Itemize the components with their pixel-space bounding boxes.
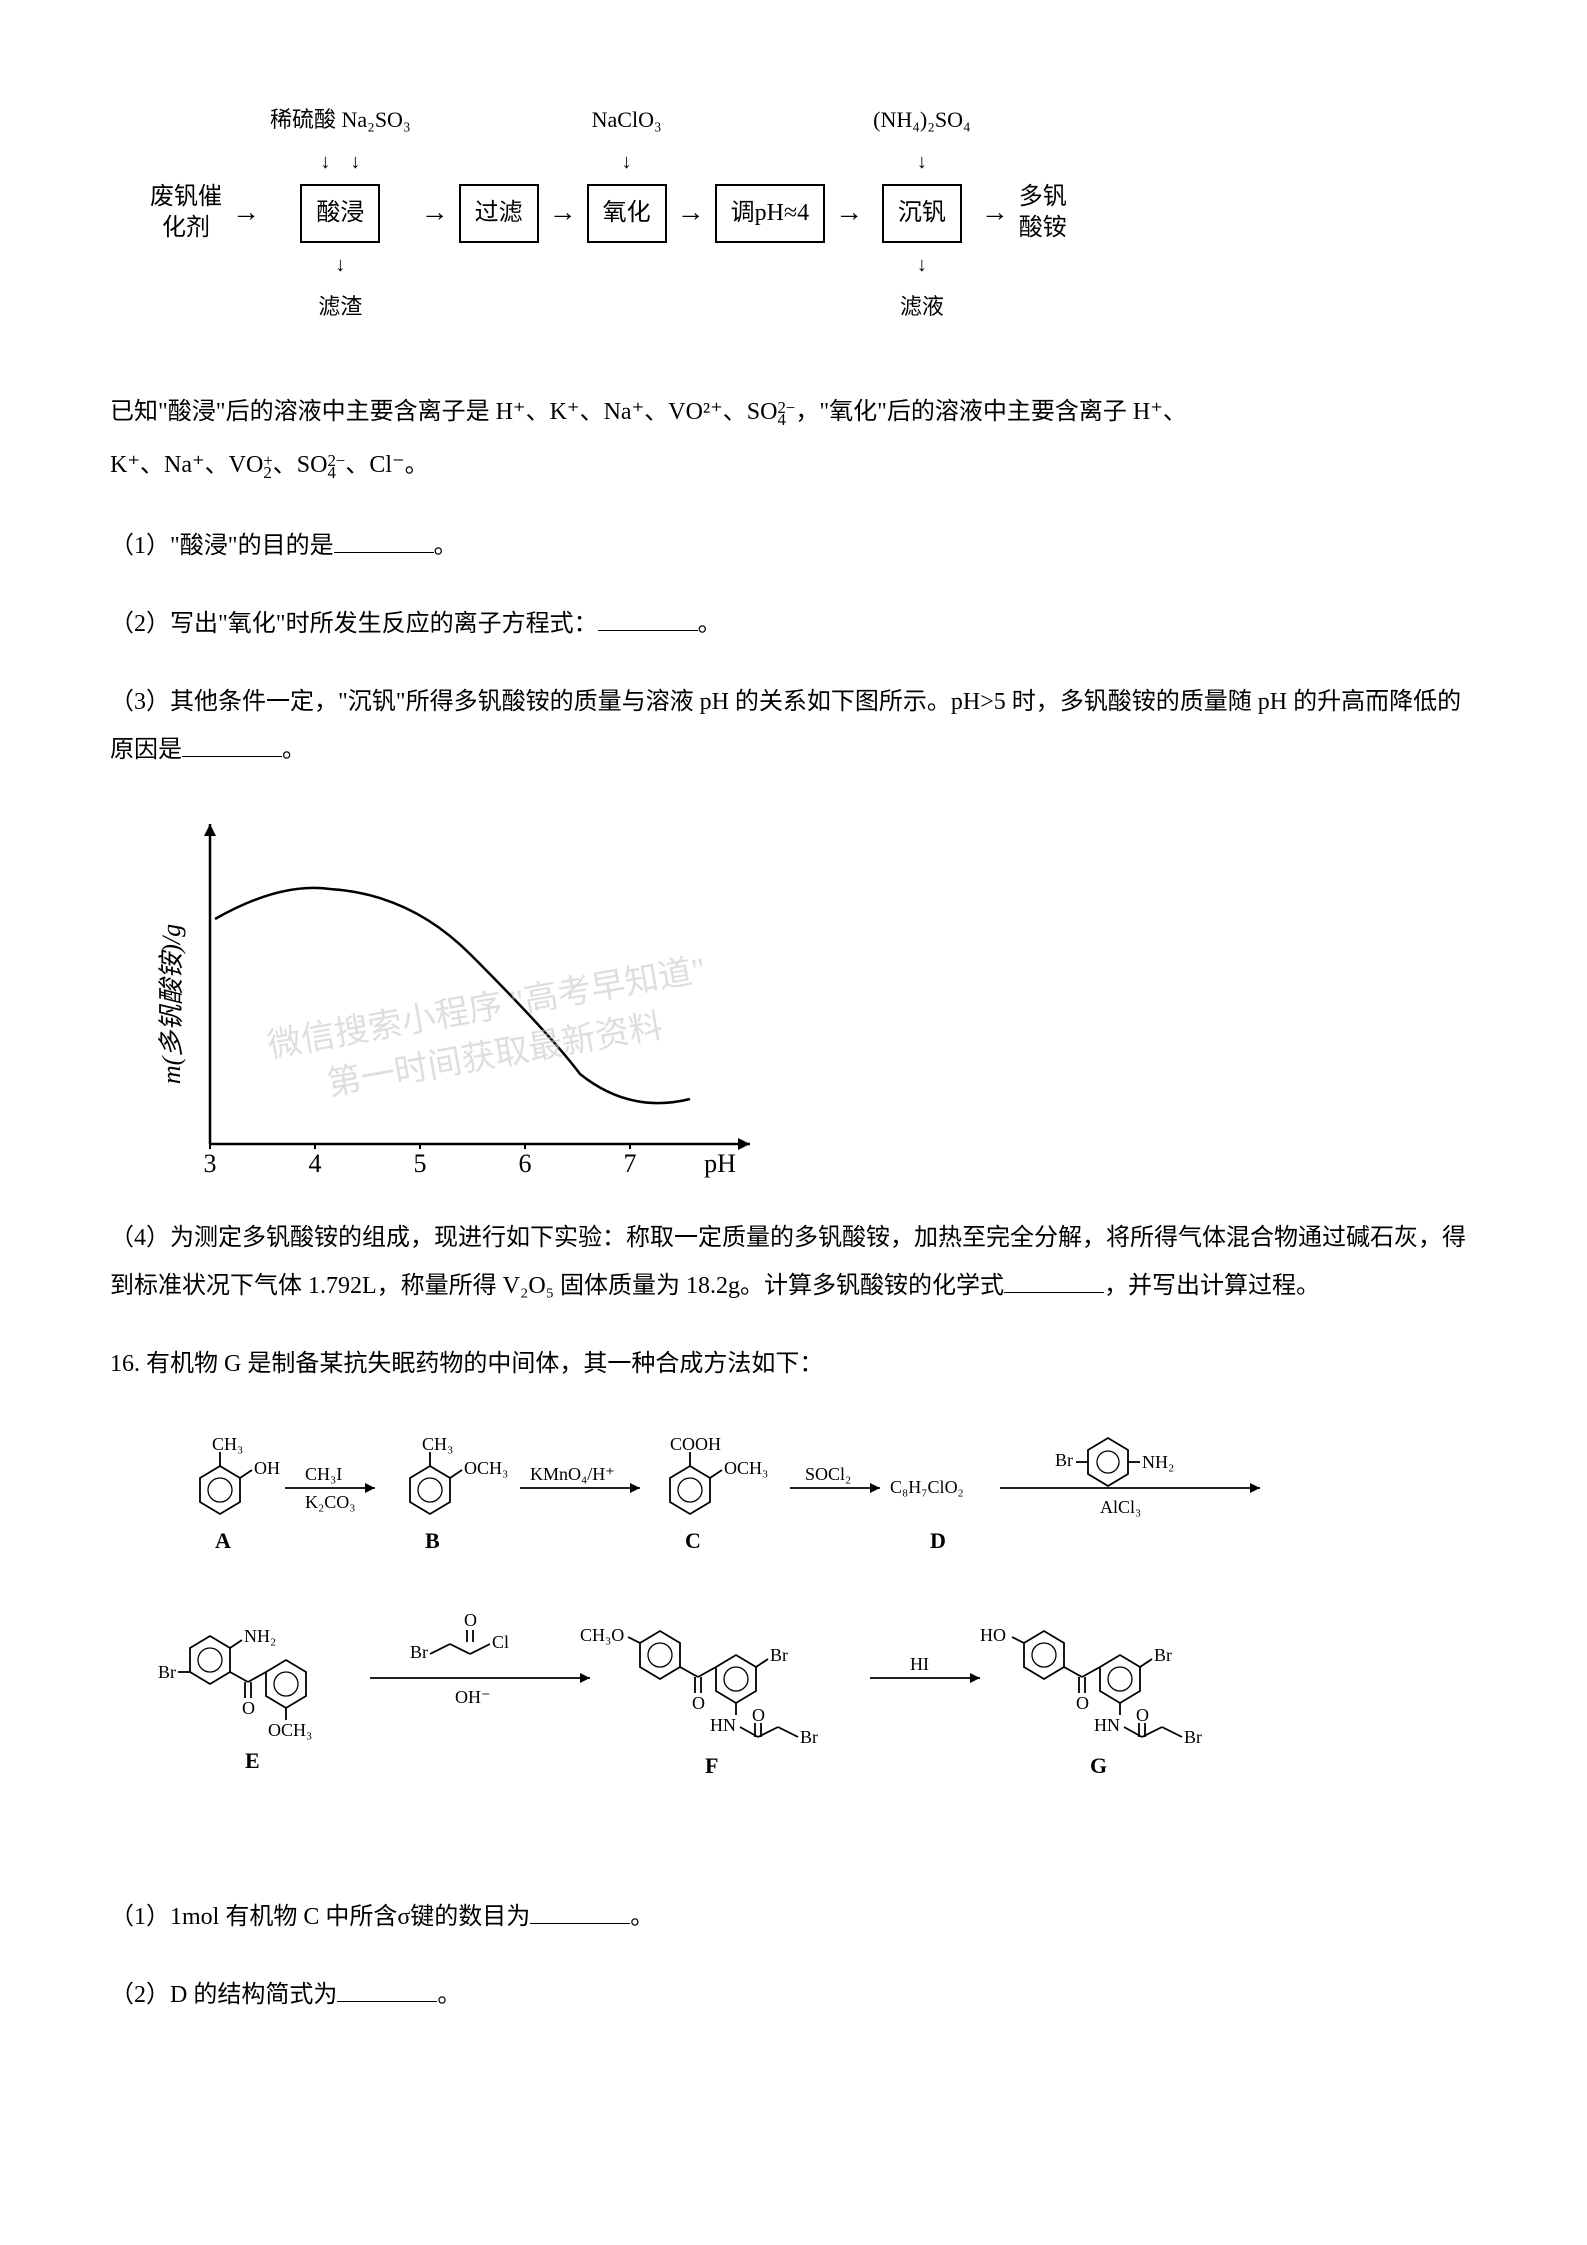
flow-input: NaClO₃: [592, 100, 662, 140]
scheme-svg: CH₃ OH A CH₃I K₂CO₃ CH₃ OCH₃ B KMnO₄/H⁺: [130, 1418, 1390, 1848]
question-16-2: （2）D 的结构简式为。: [110, 1971, 1477, 2019]
question-16-intro: 16. 有机物 G 是制备某抗失眠药物的中间体，其一种合成方法如下：: [110, 1340, 1477, 1388]
answer-blank: [530, 1900, 630, 1924]
svg-text:Br: Br: [158, 1662, 176, 1682]
x-tick: 4: [309, 1149, 322, 1178]
flow-input: 稀硫酸 Na₂SO₃: [270, 100, 411, 140]
svg-text:OCH₃: OCH₃: [724, 1458, 768, 1478]
x-tick: 5: [414, 1149, 427, 1178]
svg-text:CH₃: CH₃: [212, 1434, 243, 1454]
arrow-icon: →: [549, 188, 577, 238]
x-axis-label: pH: [704, 1149, 736, 1178]
answer-blank: [598, 607, 698, 631]
svg-text:Br: Br: [1154, 1645, 1172, 1665]
down-arrow-icon: ↓: [917, 144, 927, 180]
svg-text:AlCl₃: AlCl₃: [1100, 1497, 1141, 1517]
svg-text:O: O: [464, 1610, 477, 1630]
arrow-icon: →: [421, 188, 449, 238]
svg-text:OH⁻: OH⁻: [455, 1687, 491, 1707]
svg-text:Br: Br: [770, 1645, 788, 1665]
svg-text:CH₃O: CH₃O: [580, 1625, 624, 1645]
answer-blank: [337, 1978, 437, 2002]
svg-text:SOCl₂: SOCl₂: [805, 1464, 851, 1484]
arrow-icon: →: [232, 188, 260, 238]
svg-text:OCH₃: OCH₃: [464, 1458, 508, 1478]
svg-text:F: F: [705, 1753, 718, 1778]
svg-text:Br: Br: [410, 1642, 428, 1662]
svg-text:KMnO₄/H⁺: KMnO₄/H⁺: [530, 1464, 615, 1484]
svg-text:HI: HI: [910, 1654, 929, 1674]
svg-text:A: A: [215, 1528, 231, 1553]
flow-box: 调pH≈4: [715, 184, 826, 243]
question-2: （2）写出"氧化"时所发生反应的离子方程式：。: [110, 600, 1477, 648]
down-arrow-icon: ↓: [335, 247, 345, 283]
flow-box: 氧化: [587, 184, 667, 243]
svg-text:C: C: [685, 1528, 701, 1553]
svg-text:O: O: [242, 1698, 255, 1718]
synthesis-scheme: CH₃ OH A CH₃I K₂CO₃ CH₃ OCH₃ B KMnO₄/H⁺: [130, 1418, 1477, 1863]
svg-text:NH₂: NH₂: [244, 1626, 276, 1646]
answer-blank: [182, 733, 282, 757]
svg-text:HN: HN: [710, 1715, 736, 1735]
arrow-icon: →: [981, 188, 1009, 238]
arrow-icon: →: [835, 188, 863, 238]
down-arrow-icon: ↓ ↓: [320, 144, 360, 180]
svg-text:D: D: [930, 1528, 946, 1553]
flow-input: (NH₄)₂SO₄: [873, 100, 971, 140]
question-1: （1）"酸浸"的目的是。: [110, 522, 1477, 570]
svg-text:E: E: [245, 1748, 260, 1773]
x-tick: 7: [624, 1149, 637, 1178]
svg-text:CH₃: CH₃: [422, 1434, 453, 1454]
svg-text:O: O: [1076, 1693, 1089, 1713]
svg-text:Br: Br: [1055, 1450, 1073, 1470]
answer-blank: [1004, 1269, 1104, 1293]
question-16-1: （1）1mol 有机物 C 中所含σ键的数目为。: [110, 1893, 1477, 1941]
svg-text:HO: HO: [980, 1625, 1006, 1645]
arrow-icon: →: [677, 188, 705, 238]
flow-end-label: 多钒 酸铵: [1019, 182, 1067, 244]
flow-start-label: 废钒催 化剂: [150, 182, 222, 244]
question-4: （4）为测定多钒酸铵的组成，现进行如下实验：称取一定质量的多钒酸铵，加热至完全分…: [110, 1214, 1477, 1310]
data-curve: [215, 888, 690, 1103]
down-arrow-icon: ↓: [622, 144, 632, 180]
down-arrow-icon: ↓: [917, 247, 927, 283]
svg-text:OH: OH: [254, 1458, 280, 1478]
svg-text:Br: Br: [800, 1727, 818, 1747]
y-axis-label: m(多钒酸铵)/g: [157, 924, 186, 1084]
flow-output: 滤渣: [318, 287, 362, 327]
flow-output: 滤液: [900, 287, 944, 327]
svg-text:Cl: Cl: [492, 1632, 509, 1652]
svg-text:CH₃I: CH₃I: [305, 1464, 342, 1484]
intro-paragraph: 已知"酸浸"后的溶液中主要含离子是 H⁺、K⁺、Na⁺、VO²⁺、SO2−4，"…: [110, 386, 1477, 492]
process-flowchart: 废钒催 化剂 → 稀硫酸 Na₂SO₃ ↓ ↓ 酸浸 ↓ 滤渣 → 过滤 → N…: [150, 100, 1477, 326]
answer-blank: [334, 529, 434, 553]
question-3: （3）其他条件一定，"沉钒"所得多钒酸铵的质量与溶液 pH 的关系如下图所示。p…: [110, 678, 1477, 774]
svg-text:NH₂: NH₂: [1142, 1452, 1174, 1472]
x-tick: 6: [519, 1149, 532, 1178]
ph-mass-chart: 3 4 5 6 7 pH m(多钒酸铵)/g 微信搜索小程序 "高考早知道" 第…: [150, 804, 770, 1184]
flow-box: 沉钒: [882, 184, 962, 243]
svg-text:B: B: [425, 1528, 440, 1553]
svg-text:O: O: [752, 1705, 765, 1725]
svg-text:OCH₃: OCH₃: [268, 1720, 312, 1740]
svg-text:Br: Br: [1184, 1727, 1202, 1747]
x-tick: 3: [204, 1149, 217, 1178]
svg-text:K₂CO₃: K₂CO₃: [305, 1492, 356, 1512]
flow-box: 酸浸: [300, 184, 380, 243]
chart-svg: 3 4 5 6 7 pH m(多钒酸铵)/g: [150, 804, 770, 1184]
svg-text:HN: HN: [1094, 1715, 1120, 1735]
svg-text:C₈H₇ClO₂: C₈H₇ClO₂: [890, 1477, 964, 1497]
svg-text:COOH: COOH: [670, 1434, 721, 1454]
svg-text:O: O: [1136, 1705, 1149, 1725]
svg-text:O: O: [692, 1693, 705, 1713]
flow-box: 过滤: [459, 184, 539, 243]
svg-text:G: G: [1090, 1753, 1107, 1778]
